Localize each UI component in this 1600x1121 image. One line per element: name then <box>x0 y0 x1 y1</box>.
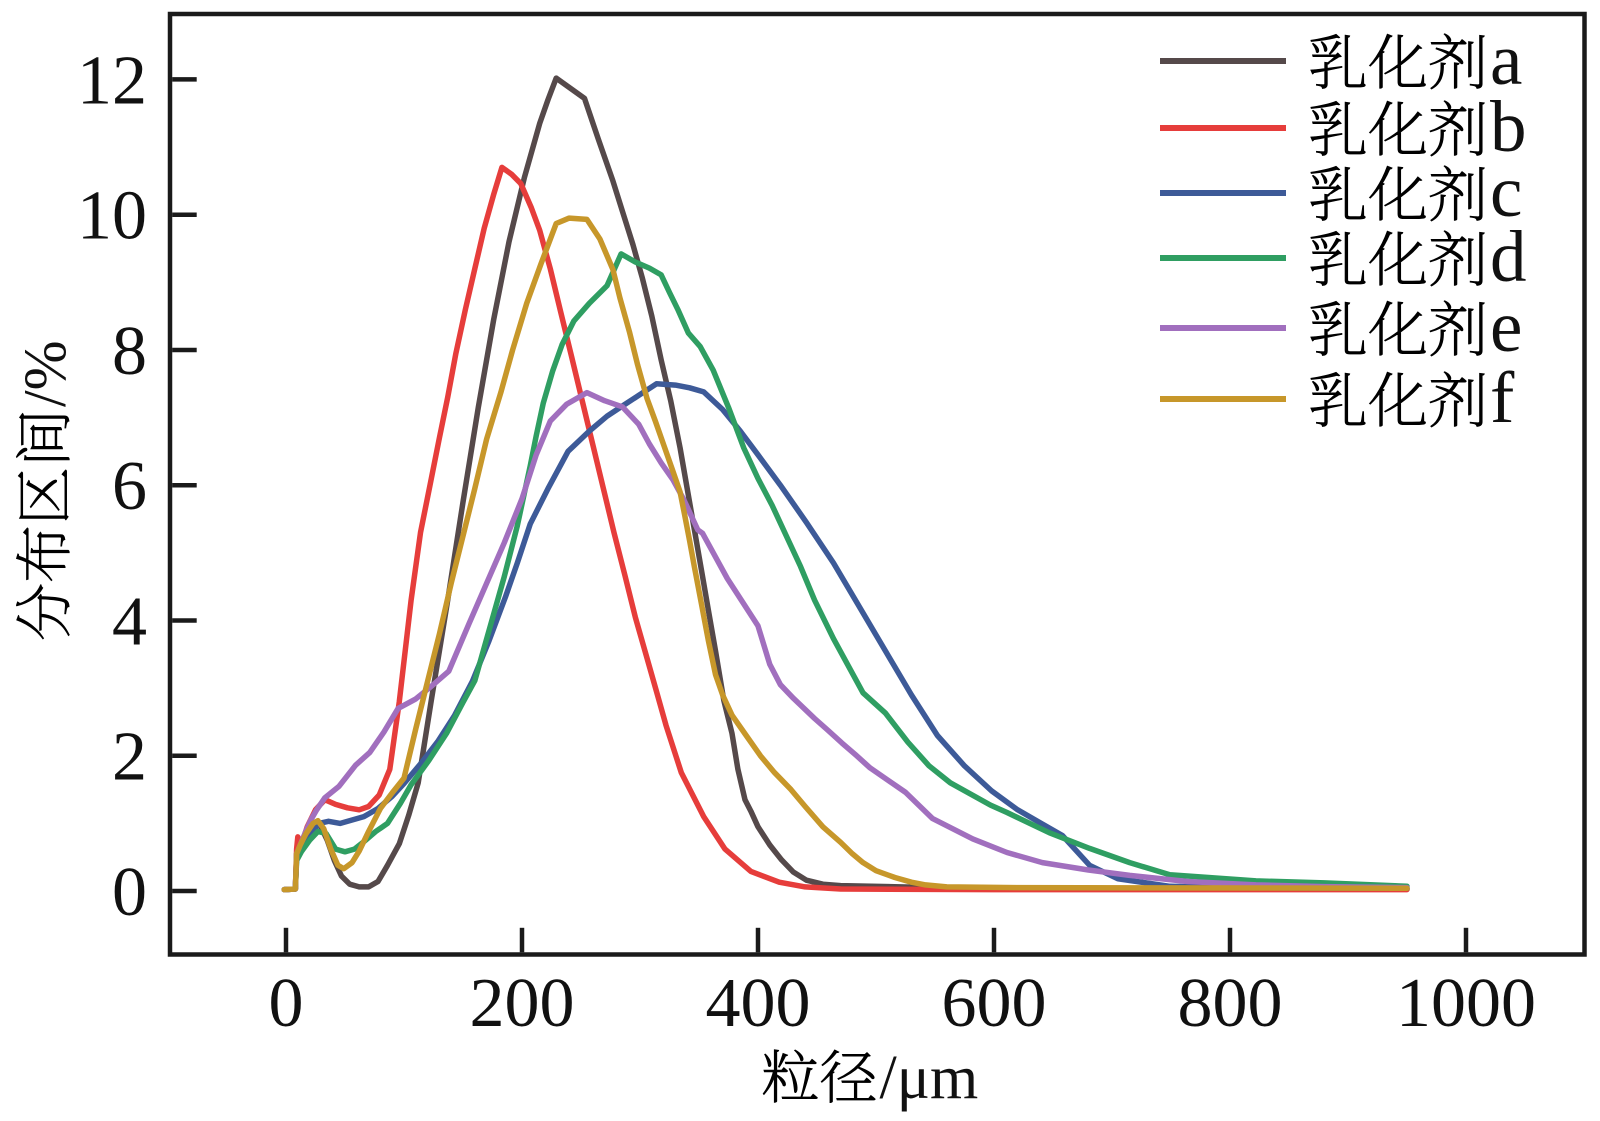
svg-text:4: 4 <box>112 584 147 661</box>
svg-text:200: 200 <box>470 965 575 1042</box>
svg-text:c: c <box>1490 151 1522 232</box>
svg-text:b: b <box>1490 86 1527 167</box>
svg-text:400: 400 <box>706 965 811 1042</box>
svg-text:12: 12 <box>77 42 147 119</box>
svg-text:600: 600 <box>942 965 1047 1042</box>
svg-text:800: 800 <box>1178 965 1283 1042</box>
svg-text:1000: 1000 <box>1396 965 1536 1042</box>
svg-text:d: d <box>1490 216 1527 297</box>
svg-text:/μm: /μm <box>880 1044 979 1112</box>
svg-text:6: 6 <box>112 448 147 525</box>
svg-text:10: 10 <box>77 178 147 255</box>
svg-text:/%: /% <box>12 340 78 407</box>
svg-text:8: 8 <box>112 313 147 390</box>
svg-text:e: e <box>1490 286 1522 367</box>
svg-text:a: a <box>1490 19 1522 100</box>
svg-text:2: 2 <box>112 719 147 796</box>
svg-text:0: 0 <box>112 854 147 931</box>
svg-text:f: f <box>1490 357 1515 438</box>
svg-text:0: 0 <box>269 965 304 1042</box>
